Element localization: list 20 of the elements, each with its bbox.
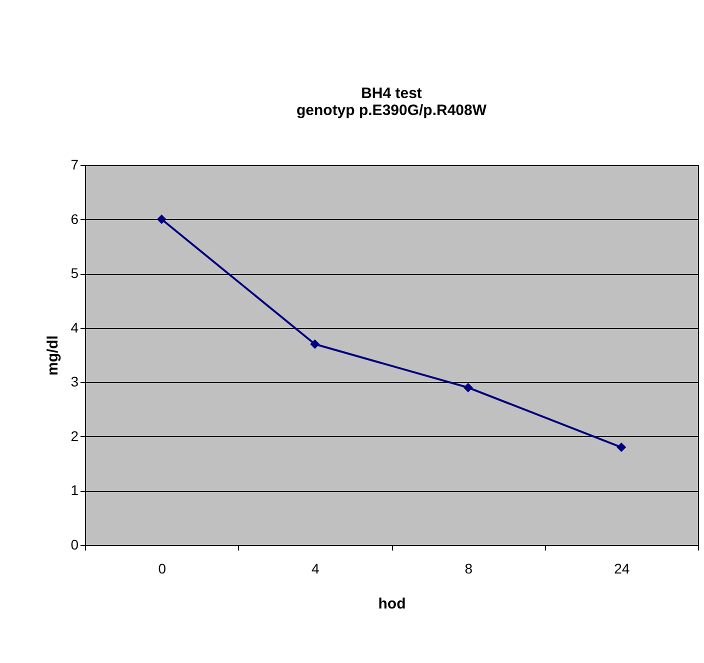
y-tick-label: 3	[70, 374, 79, 390]
x-axis-title: hod	[378, 596, 406, 612]
y-tick-label: 1	[70, 482, 79, 498]
point	[310, 339, 320, 349]
x-tick-label: 4	[311, 560, 320, 576]
x-tick-label: 24	[614, 560, 630, 576]
y-tick-label: 0	[70, 536, 79, 552]
y-tick-label: 2	[70, 428, 79, 444]
y-axis-title: mg/dl	[44, 336, 62, 376]
x-tick-label: 0	[158, 560, 166, 576]
x-tick-label: 8	[464, 560, 473, 576]
point	[616, 442, 626, 452]
point	[156, 214, 166, 224]
text: genotyp p.E390G/p.R408W	[296, 102, 487, 119]
y-tick-label: 5	[70, 265, 79, 282]
text: BH4 test	[361, 85, 422, 102]
y-tick-label: 4	[70, 319, 79, 336]
point	[463, 382, 473, 392]
y-tick-label: 6	[70, 210, 79, 227]
y-tick-label: 7	[70, 156, 79, 172]
